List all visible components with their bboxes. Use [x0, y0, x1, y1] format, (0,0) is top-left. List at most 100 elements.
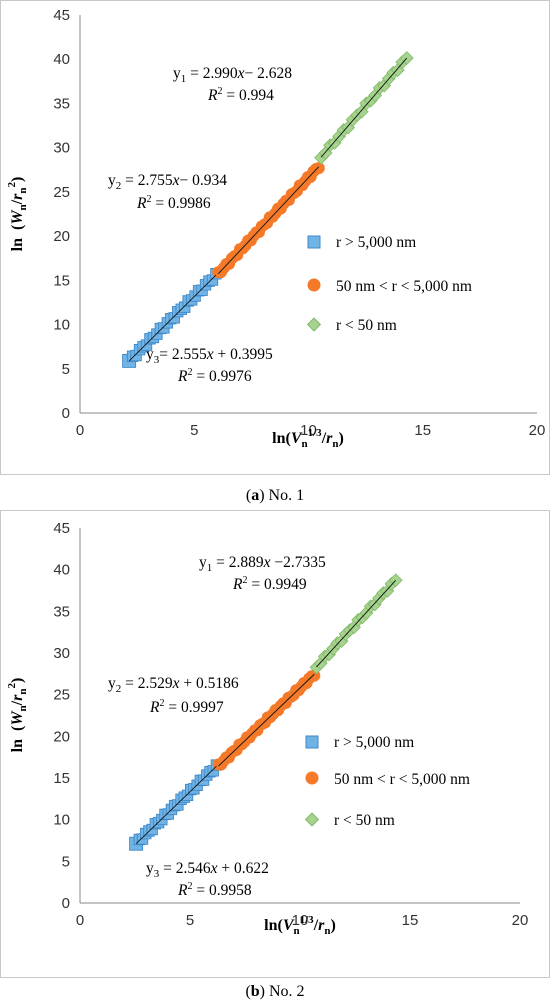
legend-label-large: r > 5,000 nm [334, 734, 414, 751]
x-tick-label: 20 [512, 912, 529, 929]
fit-line-diamond [316, 580, 397, 668]
x-tick-label: 5 [190, 422, 198, 439]
x-axis-label: ln(Vn1/3/rn) [264, 914, 336, 937]
legend-marker-circle [307, 278, 321, 292]
fit-lines [128, 57, 408, 362]
legend: r > 5,000 nm 50 nm < r < 5,000 nm r < 50… [304, 734, 470, 829]
x-label-pre: ln( [272, 430, 291, 447]
y-label-var: W [9, 710, 26, 726]
fit-line-circle [218, 673, 315, 767]
y-tick-label: 40 [53, 51, 70, 68]
y-label-pre: ln ( [9, 726, 26, 753]
x-label-sub2: n [332, 438, 338, 450]
legend-label-small: r < 50 nm [336, 317, 397, 334]
r2-y3: R2 = 0.9958 [177, 881, 252, 899]
x-tick-label: 15 [402, 912, 419, 929]
legend-marker-circle [305, 771, 319, 785]
equation-y2: y2 = 2.755x− 0.934 [108, 172, 227, 192]
x-tick-labels: 0 5 10 15 20 [76, 912, 529, 929]
series-circle [212, 162, 325, 279]
y-tick-label: 15 [53, 770, 70, 787]
x-label-var2: r [326, 430, 333, 447]
y-tick-label: 35 [53, 603, 70, 620]
y-label-sub2: n [17, 187, 29, 193]
y-tick-label: 10 [53, 812, 70, 829]
y-label-var2: r [9, 193, 26, 200]
equation-y1: y1 = 2.889x −2.7335 [199, 554, 326, 574]
r2-y1: R2 = 0.994 [207, 86, 274, 104]
x-label-post: ) [331, 917, 336, 934]
legend-marker-diamond [304, 812, 320, 827]
caption-a: (a) No. 1 [246, 487, 304, 504]
x-tick-label: 15 [414, 422, 431, 439]
y-label-sub: n [17, 204, 29, 210]
y-tick-label: 30 [53, 140, 70, 157]
y-tick-label: 15 [53, 272, 70, 289]
y-tick-label: 5 [62, 361, 70, 378]
x-label-var2: r [318, 917, 325, 934]
y-tick-label: 20 [53, 728, 70, 745]
y-label-post: ) [9, 177, 26, 182]
x-tick-label: 0 [76, 912, 84, 929]
y-label-pre: ln ( [9, 225, 26, 252]
x-tick-label: 0 [76, 422, 84, 439]
r2-y2: R2 = 0.9986 [136, 194, 211, 212]
y-tick-label: 30 [53, 645, 70, 662]
y-label-post: ) [9, 678, 26, 683]
x-tick-label: 10 [292, 912, 309, 929]
y-axis-label: ln (Wn/rn2) [6, 678, 29, 753]
x-tick-label: 20 [529, 422, 546, 439]
x-label-pre: ln( [264, 917, 283, 934]
fit-lines [135, 580, 397, 845]
legend-label-mid: 50 nm < r < 5,000 nm [336, 278, 472, 295]
y-tick-label: 25 [53, 687, 70, 704]
y-label-sub2: n [17, 688, 29, 694]
equation-y3: y3 = 2.546x + 0.622 [146, 860, 269, 880]
x-label-sup: 1/3 [308, 427, 323, 439]
data-series [129, 573, 403, 851]
x-label-var: V [291, 430, 303, 447]
equation-y2: y2 = 2.529x + 0.5186 [108, 675, 239, 695]
r2-y1: R2 = 0.9949 [232, 575, 307, 593]
legend-label-small: r < 50 nm [334, 812, 395, 829]
x-tick-label: 5 [186, 912, 194, 929]
legend-marker-diamond [306, 317, 322, 332]
fit-line-diamond [320, 57, 408, 158]
fit-line-circle [217, 166, 320, 275]
r2-y2: R2 = 0.9997 [149, 698, 224, 716]
legend-marker-square [305, 735, 319, 749]
x-label-sub: n [294, 925, 300, 937]
x-label-sub2: n [324, 925, 330, 937]
equation-y1: y1 = 2.990x− 2.628 [173, 65, 292, 85]
y-tick-labels: 0 5 10 15 20 25 30 35 40 45 [53, 7, 70, 422]
y-tick-label: 0 [62, 895, 70, 912]
y-tick-label: 25 [53, 184, 70, 201]
x-label-var: V [283, 917, 295, 934]
caption-b: (b) No. 2 [245, 983, 304, 1000]
y-tick-label: 35 [53, 95, 70, 112]
y-label-slash: / [9, 700, 26, 706]
y-label-sup: 2 [6, 181, 18, 187]
y-label-var: W [9, 209, 26, 225]
y-label-sup: 2 [6, 682, 18, 688]
x-label-post: ) [339, 430, 344, 447]
y-tick-label: 45 [53, 520, 70, 537]
legend: r > 5,000 nm 50 nm < r < 5,000 nm r < 50… [306, 234, 472, 334]
x-label-slash: / [313, 917, 319, 934]
x-tick-labels: 0 5 10 15 20 [76, 422, 546, 439]
x-tick-label: 10 [300, 422, 317, 439]
fit-line-square [128, 274, 217, 362]
x-label-sub: n [302, 438, 308, 450]
x-label-sup: 1/3 [300, 914, 315, 926]
y-tick-label: 10 [53, 317, 70, 334]
y-tick-labels: 0 5 10 15 20 25 30 35 40 45 [53, 520, 70, 912]
series-circle [212, 669, 321, 771]
legend-label-large: r > 5,000 nm [336, 234, 416, 251]
y-axis-label: ln (Wn/rn2) [6, 177, 29, 252]
x-axis-label: ln(Vn1/3/rn) [272, 427, 344, 450]
legend-marker-square [307, 235, 321, 249]
x-label-slash: / [321, 430, 327, 447]
y-label-sub: n [17, 705, 29, 711]
